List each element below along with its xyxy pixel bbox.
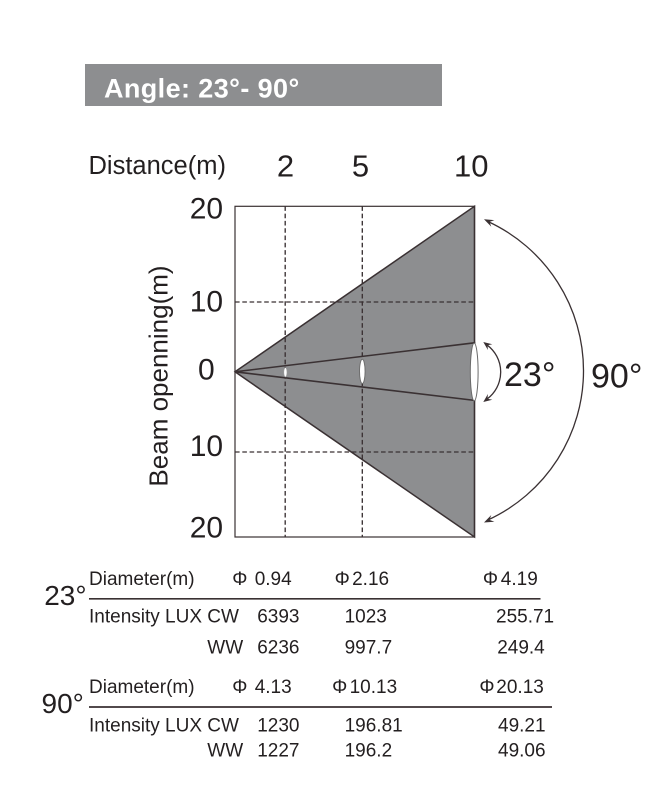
svg-text:Φ: Φ [232, 677, 247, 698]
svg-text:Beam openning(m): Beam openning(m) [144, 265, 174, 486]
svg-text:1227: 1227 [257, 741, 299, 762]
svg-text:20: 20 [190, 192, 223, 225]
svg-text:Intensity LUX: Intensity LUX [89, 607, 202, 628]
svg-text:90°: 90° [591, 358, 642, 396]
svg-text:0.94: 0.94 [255, 569, 292, 590]
svg-text:20: 20 [190, 512, 223, 545]
svg-text:Distance(m): Distance(m) [89, 152, 226, 180]
svg-text:Φ: Φ [332, 677, 347, 698]
svg-text:Diameter(m): Diameter(m) [89, 677, 195, 698]
svg-text:Angle: 23°- 90°: Angle: 23°- 90° [104, 74, 300, 104]
svg-text:196.2: 196.2 [345, 741, 393, 762]
svg-text:10: 10 [190, 430, 223, 463]
svg-text:WW: WW [207, 741, 243, 762]
svg-text:WW: WW [207, 638, 243, 659]
svg-text:CW: CW [207, 716, 239, 737]
svg-text:2.16: 2.16 [352, 569, 389, 590]
svg-text:Intensity LUX: Intensity LUX [89, 716, 202, 737]
svg-text:23°: 23° [504, 356, 555, 394]
svg-text:1023: 1023 [345, 607, 387, 628]
svg-text:10: 10 [190, 285, 223, 318]
svg-text:6236: 6236 [257, 638, 299, 659]
svg-text:CW: CW [207, 607, 239, 628]
svg-text:90°: 90° [42, 688, 84, 719]
svg-text:49.06: 49.06 [498, 741, 546, 762]
svg-text:255.71: 255.71 [496, 607, 554, 628]
svg-text:Diameter(m): Diameter(m) [89, 569, 195, 590]
svg-text:196.81: 196.81 [345, 716, 403, 737]
svg-text:4.19: 4.19 [501, 569, 538, 590]
svg-text:Φ: Φ [479, 677, 494, 698]
svg-text:1230: 1230 [257, 716, 299, 737]
svg-text:249.4: 249.4 [497, 638, 545, 659]
svg-text:10: 10 [454, 149, 488, 184]
svg-text:49.21: 49.21 [498, 716, 546, 737]
svg-text:Φ: Φ [483, 569, 498, 590]
svg-text:23°: 23° [44, 580, 86, 611]
svg-text:Φ: Φ [335, 569, 350, 590]
svg-text:20.13: 20.13 [496, 677, 544, 698]
svg-text:10.13: 10.13 [350, 677, 398, 698]
svg-text:997.7: 997.7 [345, 638, 393, 659]
svg-text:5: 5 [352, 149, 369, 184]
svg-text:6393: 6393 [257, 607, 299, 628]
svg-text:Φ: Φ [232, 569, 247, 590]
svg-text:4.13: 4.13 [255, 677, 292, 698]
svg-text:2: 2 [277, 149, 294, 184]
svg-text:0: 0 [198, 353, 215, 386]
